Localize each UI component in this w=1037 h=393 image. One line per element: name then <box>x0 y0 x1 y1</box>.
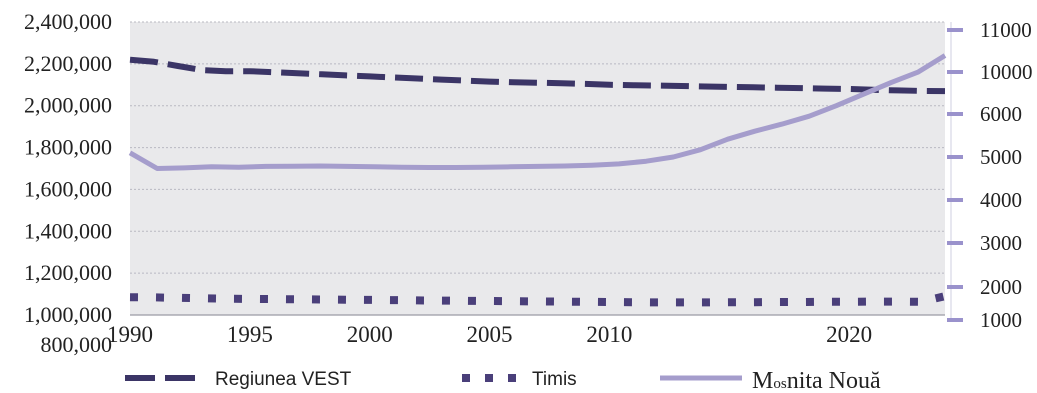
series-line-timis <box>129 292 946 307</box>
series-line-mosnita-nou- <box>128 53 947 171</box>
y-left-tick-label: 1,200,000 <box>24 260 112 285</box>
y-left-tick-label: 2,200,000 <box>24 51 112 76</box>
y-left-tick-label: 1,600,000 <box>24 176 112 201</box>
legend-label-timis: Timis <box>532 369 577 390</box>
x-tick-label: 1990 <box>107 322 153 347</box>
x-tick-label: 2010 <box>586 322 632 347</box>
y-right-tick-label: 11000 <box>980 18 1032 42</box>
y-right-tick-label: 2000 <box>980 275 1022 299</box>
y-right-tick-label: 4000 <box>980 188 1022 212</box>
y-left-tick-label: 2,400,000 <box>24 9 112 34</box>
legend-label-regiunea-vest: Regiunea VEST <box>215 369 352 390</box>
legend-label-mosnita-noua: Mosnita Nouă <box>752 368 881 393</box>
y-right-tick-label: 10000 <box>980 60 1033 84</box>
y-right-tick-label: 1000 <box>980 308 1022 332</box>
y-left-tick-label: 1,400,000 <box>24 218 112 243</box>
y-left-tick-label: 2,000,000 <box>24 93 112 118</box>
x-tick-label: 2020 <box>826 322 872 347</box>
x-tick-label: 2005 <box>467 322 513 347</box>
y-left-tick-label: 800,000 <box>41 332 113 357</box>
y-left-tick-label: 1,000,000 <box>24 302 112 327</box>
y-right-tick-label: 5000 <box>980 145 1022 169</box>
x-tick-label: 1995 <box>227 322 273 347</box>
y-right-tick-label: 6000 <box>980 102 1022 126</box>
y-left-tick-label: 1,800,000 <box>24 135 112 160</box>
y-right-tick-label: 3000 <box>980 231 1022 255</box>
x-tick-label: 2000 <box>347 322 393 347</box>
series-line-regiunea-vest <box>129 56 946 95</box>
